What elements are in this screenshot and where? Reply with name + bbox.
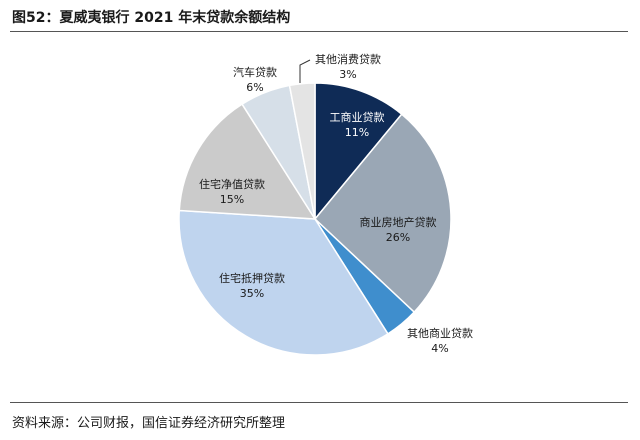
slice-label: 住宅净值贷款 — [199, 177, 265, 191]
slice-percent-label: 4% — [431, 342, 448, 355]
pie-chart: 工商业贷款 11% 商业房地产贷款 26% 其他商业贷款 4% 住宅抵押贷款 35% 住宅净值贷… — [178, 52, 473, 356]
slice-label: 住宅抵押贷款 — [219, 271, 285, 285]
slice-percent-label: 15% — [220, 193, 244, 206]
slice-percent-label: 6% — [246, 81, 263, 94]
pie-slice — [178, 209, 389, 356]
slice-percent-label: 3% — [339, 68, 356, 81]
slice-percent-label: 35% — [240, 287, 264, 300]
figure-title: 图52：夏威夷银行 2021 年末贷款余额结构 — [12, 10, 291, 26]
slice-label: 其他商业贷款 — [407, 326, 473, 340]
slice-percent-label: 11% — [345, 126, 369, 139]
pie-slice — [314, 82, 403, 222]
pie-slice — [178, 103, 317, 220]
bottom-divider — [10, 402, 628, 403]
slice-label: 工商业贷款 — [330, 110, 385, 124]
pie-slice — [288, 82, 316, 220]
source-note: 资料来源：公司财报，国信证券经济研究所整理 — [12, 416, 286, 431]
leader-line — [299, 59, 311, 83]
slice-label: 其他消费贷款 — [315, 52, 381, 66]
pie-slice — [313, 113, 452, 314]
slice-label: 商业房地产贷款 — [360, 215, 437, 229]
slice-percent-label: 26% — [386, 231, 410, 244]
slice-label: 汽车贷款 — [233, 65, 277, 79]
top-divider — [10, 31, 628, 32]
